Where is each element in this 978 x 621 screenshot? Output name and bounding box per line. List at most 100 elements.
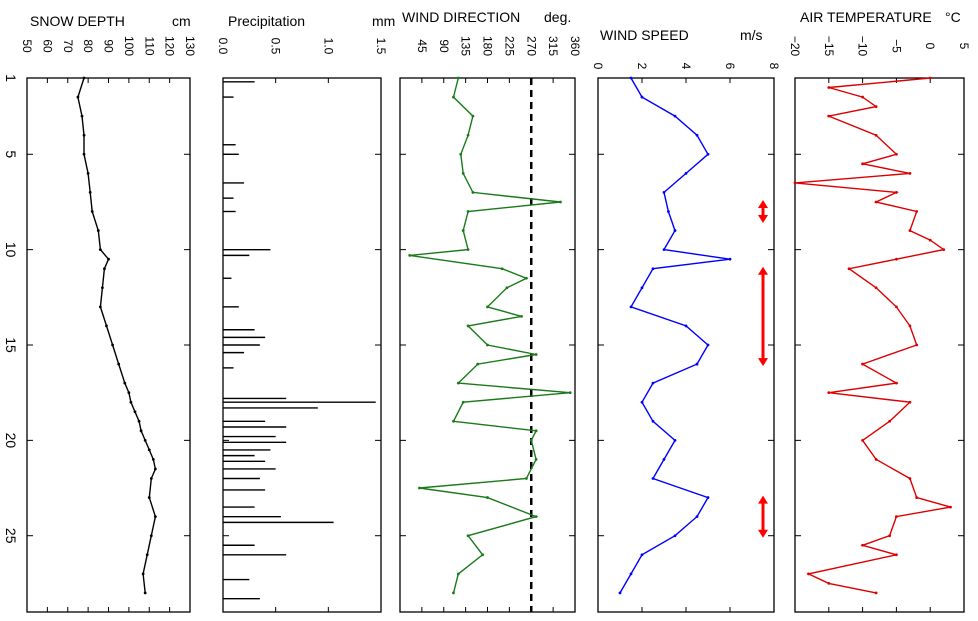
plot-frame [597,77,775,613]
data-point [481,553,485,557]
data-point [895,381,898,385]
x-tick-label: 0.5 [269,38,283,55]
data-point [466,534,470,538]
data-point [456,381,460,385]
data-point [684,171,688,175]
data-point [476,362,480,366]
data-point [486,496,489,499]
data-point [82,152,86,156]
event-marker [758,266,768,367]
data-point [505,286,509,290]
x-tick-label: 225 [502,36,516,56]
data-point [662,458,666,461]
data-point [895,305,898,309]
data-line [619,77,731,594]
data-point [534,429,538,433]
data-line [77,77,157,593]
panel-title: AIR TEMPERATURE [800,9,932,25]
data-point [861,362,864,366]
data-point [471,114,475,118]
data-point [908,477,912,480]
day-axis-label: 5 [3,150,19,158]
data-point [629,76,633,80]
data-point [534,458,538,461]
panel-unit: deg. [544,9,571,25]
data-point [461,400,465,404]
data-point [895,191,898,194]
panel-wind-direction: WIND DIRECTION deg. 45 90 135 180 225 270 315 360 [399,9,582,613]
data-point [452,95,455,99]
data-point [461,171,465,175]
data-point [456,76,460,80]
data-point [76,95,80,99]
data-point [651,381,655,385]
data-point [640,286,644,290]
data-point [139,429,143,433]
data-point [98,248,102,252]
data-point [500,267,504,271]
data-point [827,86,831,89]
data-point [895,152,898,156]
day-axis-label: 20 [3,433,19,449]
data-point [96,229,100,232]
day-axis-label: 1 [3,74,19,82]
day-axis-label: 25 [3,528,19,544]
data-point [100,286,104,290]
data-point [706,496,710,499]
data-point [149,477,153,480]
data-point [667,210,670,213]
data-point [949,505,952,509]
x-tick-label: 1.0 [321,38,335,55]
data-point [153,467,157,471]
data-line [794,77,951,594]
data-point [874,105,878,109]
day-axis-label: 10 [3,242,19,258]
x-tick-label: 180 [481,36,495,56]
data-point [640,400,644,404]
data-point [915,496,919,499]
data-point [728,257,732,261]
data-point [640,95,644,99]
event-marker [758,199,768,224]
x-tick-label: 1.5 [374,38,388,55]
data-point [143,438,147,442]
event-marker [758,495,768,538]
data-point [908,324,912,328]
data-point [915,210,919,213]
data-point [908,171,912,175]
data-point [461,229,465,232]
data-point [568,391,572,395]
data-point [86,171,90,175]
data-point [874,133,878,137]
data-point [466,210,470,213]
data-point [651,419,655,423]
data-point [793,181,797,185]
data-point [153,515,157,519]
data-point [908,229,912,232]
x-tick-label: 130 [183,36,197,56]
data-point [673,534,677,538]
data-point [874,591,878,595]
panel-title: WIND DIRECTION [402,9,520,25]
data-point [145,553,149,557]
x-tick-label: 315 [546,36,560,56]
data-point [111,343,114,347]
data-point [827,581,831,585]
x-tick-label: 2 [635,63,649,70]
x-tick-label: 90 [437,39,451,53]
data-point [673,229,677,232]
panel-precipitation: Precipitation mm 0.0 0.5 1.0 1.5 [216,13,395,613]
x-tick-label: −20 [788,36,802,57]
data-point [684,324,688,328]
data-point [147,448,151,452]
data-point [895,515,898,519]
data-point [662,191,666,194]
data-point [524,276,528,280]
data-point [520,314,523,318]
x-tick-label: 60 [40,39,54,53]
data-point [807,572,810,576]
data-point [80,114,84,118]
x-tick-label: −5 [889,39,903,53]
data-point [127,391,131,395]
